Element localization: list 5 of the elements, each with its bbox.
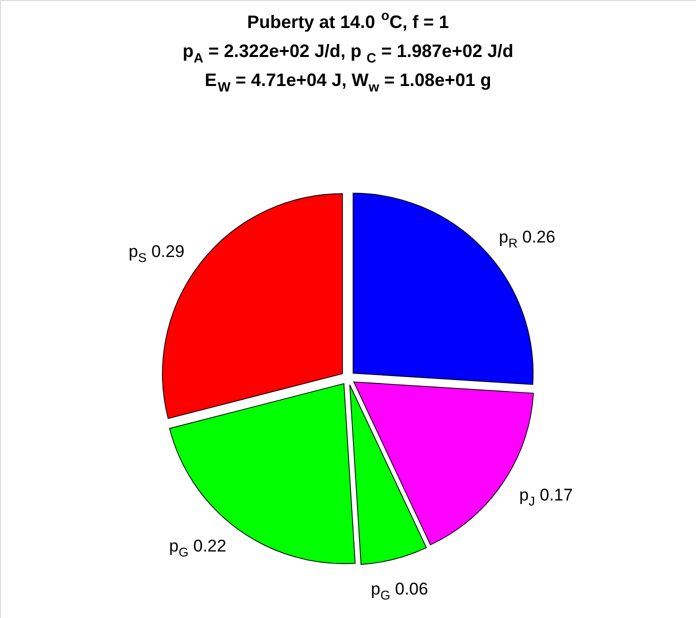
- data-label: 0.17: [540, 485, 573, 504]
- data-label: 0.29: [151, 242, 184, 262]
- data-label: 0.26: [522, 227, 556, 246]
- data-label: 0.22: [193, 536, 226, 556]
- data-label: 0.06: [394, 579, 428, 598]
